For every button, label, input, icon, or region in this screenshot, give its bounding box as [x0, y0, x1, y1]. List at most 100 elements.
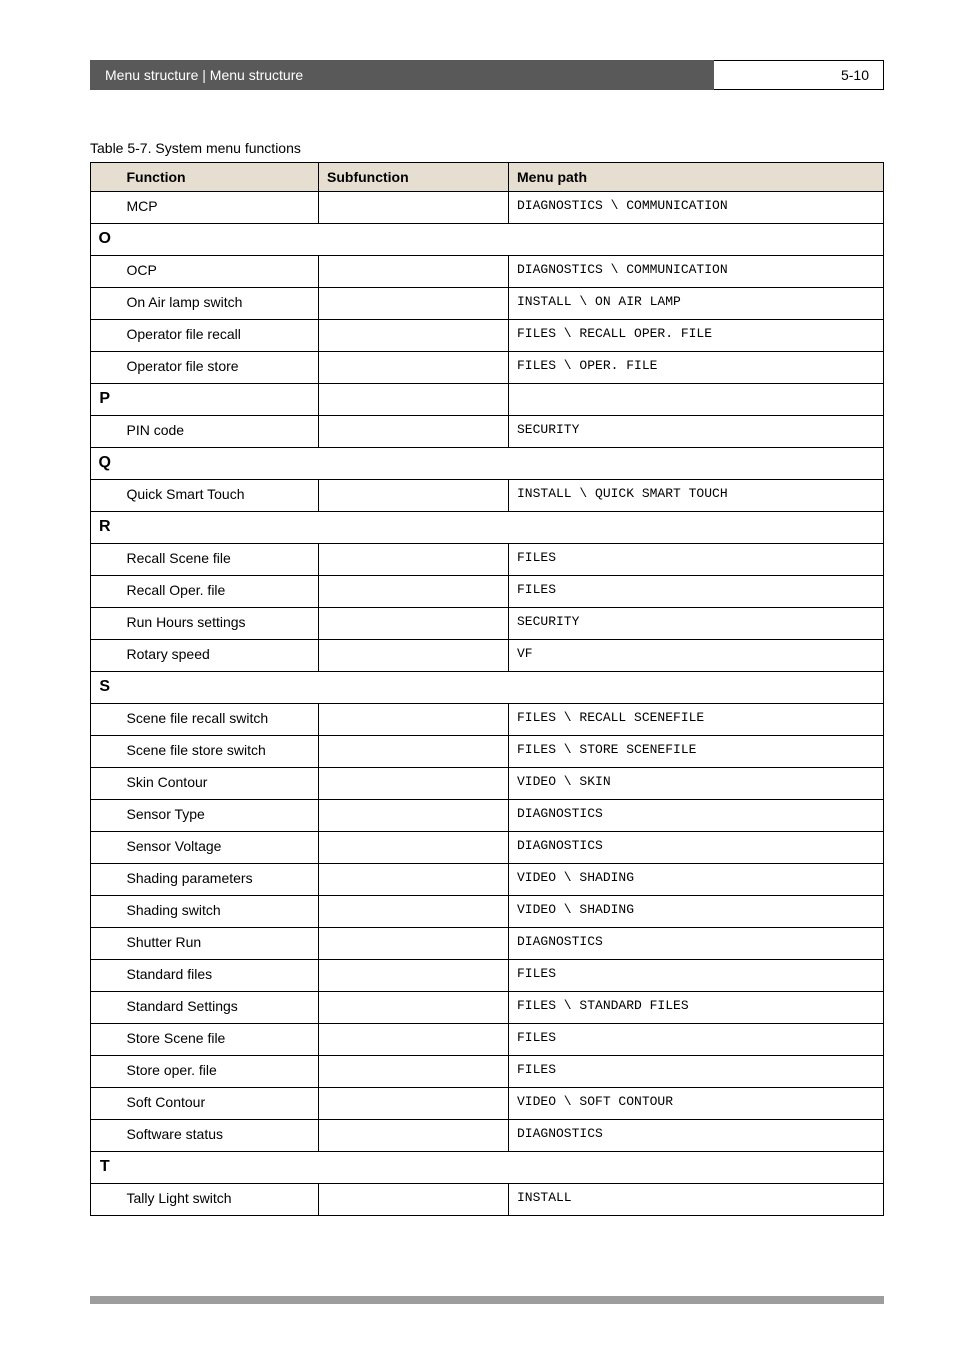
table-header-spacer: [91, 163, 119, 192]
section-letter: P: [91, 384, 119, 416]
row-letter-cell: [91, 1120, 119, 1152]
cell-subfunction: [319, 768, 509, 800]
section-letter: R: [91, 512, 119, 544]
section-letter: O: [91, 224, 119, 256]
table-row: Scene file store switch FILES \ STORE SCE…: [91, 736, 884, 768]
cell-subfunction: [319, 352, 509, 384]
row-letter-cell: [91, 960, 119, 992]
table-row: PIN code SECURITY: [91, 416, 884, 448]
cell: [119, 384, 319, 416]
cell-menu-path: FILES: [509, 544, 884, 576]
table-header-subfunction: Subfunction: [319, 163, 509, 192]
table-row: Skin ContourVIDEO \ SKIN: [91, 768, 884, 800]
cell-function: Operator file recall: [119, 320, 319, 352]
cell-menu-path: FILES \ STANDARD FILES: [509, 992, 884, 1024]
cell-menu-path: DIAGNOSTICS: [509, 1120, 884, 1152]
table-row: Store oper. fileFILES: [91, 1056, 884, 1088]
cell-function: Scene file store switch: [119, 736, 319, 768]
cell-subfunction: [319, 896, 509, 928]
table-row: R: [91, 512, 884, 544]
cell-subfunction: [319, 416, 509, 448]
row-letter-cell: [91, 480, 119, 512]
cell-menu-path: VIDEO \ SHADING: [509, 896, 884, 928]
page-header: Menu structure | Menu structure 5-10: [90, 60, 884, 90]
cell-menu-path: DIAGNOSTICS \ COMMUNICATION: [509, 192, 884, 224]
cell-menu-path: INSTALL \ ON AIR LAMP: [509, 288, 884, 320]
cell-subfunction: [319, 320, 509, 352]
cell-subfunction: [319, 960, 509, 992]
row-letter-cell: [91, 1184, 119, 1216]
table-row: Recall Scene file FILES: [91, 544, 884, 576]
table-row: O: [91, 224, 884, 256]
cell-subfunction: [319, 640, 509, 672]
section-letter: S: [91, 672, 119, 704]
table-header-function: Function: [119, 163, 319, 192]
cell-subfunction: [319, 480, 509, 512]
table-row: Q: [91, 448, 884, 480]
cell-subfunction: [319, 1024, 509, 1056]
cell-function: Recall Scene file: [119, 544, 319, 576]
cell-menu-path: FILES \ RECALL SCENEFILE: [509, 704, 884, 736]
cell-menu-path: FILES \ STORE SCENEFILE: [509, 736, 884, 768]
cell-function: Store Scene file: [119, 1024, 319, 1056]
cell-function: Rotary speed: [119, 640, 319, 672]
cell-function: Standard files: [119, 960, 319, 992]
cell-menu-path: FILES \ RECALL OPER. FILE: [509, 320, 884, 352]
table-row: Tally Light switchINSTALL: [91, 1184, 884, 1216]
table-row: Sensor TypeDIAGNOSTICS: [91, 800, 884, 832]
breadcrumb: Menu structure | Menu structure: [90, 60, 714, 90]
row-letter-cell: [91, 320, 119, 352]
cell-subfunction: [319, 864, 509, 896]
cell-subfunction: [319, 992, 509, 1024]
row-letter-cell: [91, 800, 119, 832]
row-letter-cell: [91, 896, 119, 928]
cell-menu-path: FILES: [509, 576, 884, 608]
table-header-row: Function Subfunction Menu path: [91, 163, 884, 192]
cell-menu-path: SECURITY: [509, 608, 884, 640]
row-letter-cell: [91, 1088, 119, 1120]
section-spacer: [119, 1152, 884, 1184]
table-row: Standard filesFILES: [91, 960, 884, 992]
table-row: P: [91, 384, 884, 416]
cell-menu-path: FILES: [509, 1024, 884, 1056]
row-letter-cell: [91, 992, 119, 1024]
cell-function: Store oper. file: [119, 1056, 319, 1088]
row-letter-cell: [91, 288, 119, 320]
cell-menu-path: DIAGNOSTICS: [509, 800, 884, 832]
cell-menu-path: VF: [509, 640, 884, 672]
row-letter-cell: [91, 832, 119, 864]
cell-function: Operator file store: [119, 352, 319, 384]
table-row: Soft ContourVIDEO \ SOFT CONTOUR: [91, 1088, 884, 1120]
cell-function: Shutter Run: [119, 928, 319, 960]
section-letter: T: [91, 1152, 119, 1184]
table-row: Shading switchVIDEO \ SHADING: [91, 896, 884, 928]
cell-menu-path: VIDEO \ SOFT CONTOUR: [509, 1088, 884, 1120]
row-letter-cell: [91, 640, 119, 672]
cell-function: Shading parameters: [119, 864, 319, 896]
table-row: Scene file recall switchFILES \ RECALL S…: [91, 704, 884, 736]
section-letter: Q: [91, 448, 119, 480]
row-letter-cell: [91, 928, 119, 960]
cell-menu-path: INSTALL: [509, 1184, 884, 1216]
cell-subfunction: [319, 704, 509, 736]
cell-function: Recall Oper. file: [119, 576, 319, 608]
row-letter-cell: [91, 1056, 119, 1088]
cell-menu-path: DIAGNOSTICS \ COMMUNICATION: [509, 256, 884, 288]
row-letter-cell: [91, 736, 119, 768]
row-letter-cell: [91, 1024, 119, 1056]
table-row: Shutter RunDIAGNOSTICS: [91, 928, 884, 960]
cell-subfunction: [319, 1120, 509, 1152]
cell-subfunction: [319, 736, 509, 768]
table-row: S: [91, 672, 884, 704]
cell-function: OCP: [119, 256, 319, 288]
table-row: Quick Smart TouchINSTALL \ QUICK SMART T…: [91, 480, 884, 512]
table-row: Operator file storeFILES \ OPER. FILE: [91, 352, 884, 384]
cell-menu-path: SECURITY: [509, 416, 884, 448]
cell-function: PIN code: [119, 416, 319, 448]
cell-subfunction: [319, 928, 509, 960]
table-caption: Table 5-7. System menu functions: [90, 140, 884, 156]
cell-subfunction: [319, 288, 509, 320]
cell-function: Standard Settings: [119, 992, 319, 1024]
cell-menu-path: DIAGNOSTICS: [509, 832, 884, 864]
table-row: Store Scene file FILES: [91, 1024, 884, 1056]
